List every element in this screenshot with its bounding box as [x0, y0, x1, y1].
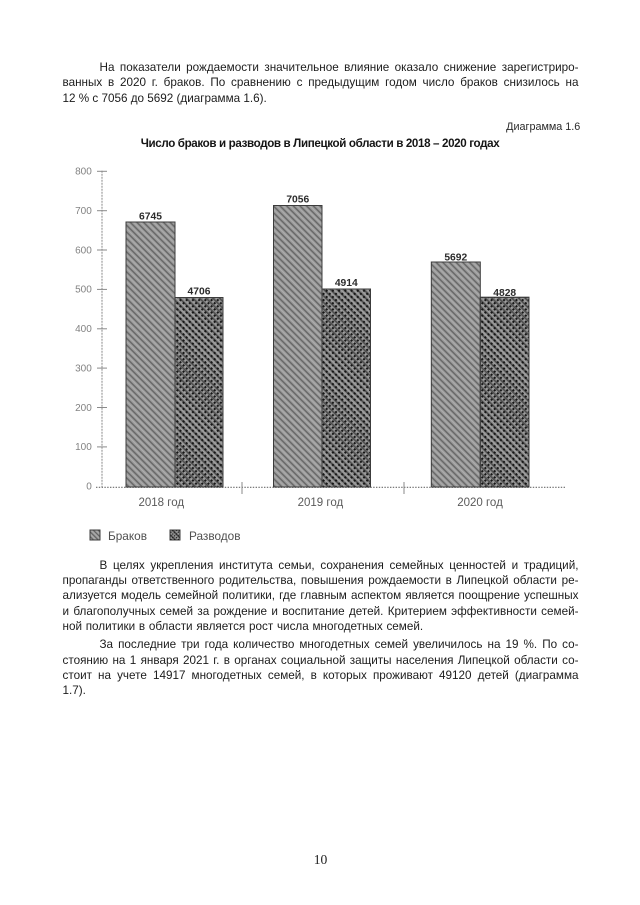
svg-text:7056: 7056: [286, 194, 309, 205]
svg-text:500: 500: [75, 285, 92, 296]
svg-text:700: 700: [75, 206, 92, 217]
svg-text:Разводов: Разводов: [189, 529, 240, 543]
svg-text:300: 300: [75, 363, 92, 374]
svg-text:400: 400: [75, 324, 92, 335]
svg-text:Браков: Браков: [108, 529, 147, 543]
svg-text:2019 год: 2019 год: [298, 497, 344, 509]
svg-text:2018 год: 2018 год: [139, 497, 185, 509]
svg-text:4828: 4828: [493, 288, 516, 299]
svg-text:0: 0: [86, 482, 92, 493]
svg-text:4914: 4914: [335, 278, 358, 289]
svg-text:4706: 4706: [188, 287, 211, 298]
svg-text:200: 200: [75, 403, 92, 414]
svg-text:800: 800: [75, 167, 92, 178]
svg-text:600: 600: [75, 245, 92, 256]
svg-text:100: 100: [75, 442, 92, 453]
svg-text:2020 год: 2020 год: [457, 497, 503, 509]
svg-text:6745: 6745: [139, 212, 162, 223]
svg-text:5692: 5692: [444, 252, 467, 263]
